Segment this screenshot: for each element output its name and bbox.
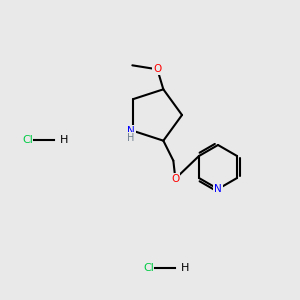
Text: H: H [60,135,68,145]
Text: O: O [153,64,161,74]
Text: Cl: Cl [143,263,154,273]
Text: Cl: Cl [22,135,33,145]
Text: H: H [181,263,189,273]
Text: N: N [127,126,135,136]
Text: H: H [128,133,135,143]
Text: O: O [171,174,179,184]
Text: N: N [214,184,222,194]
